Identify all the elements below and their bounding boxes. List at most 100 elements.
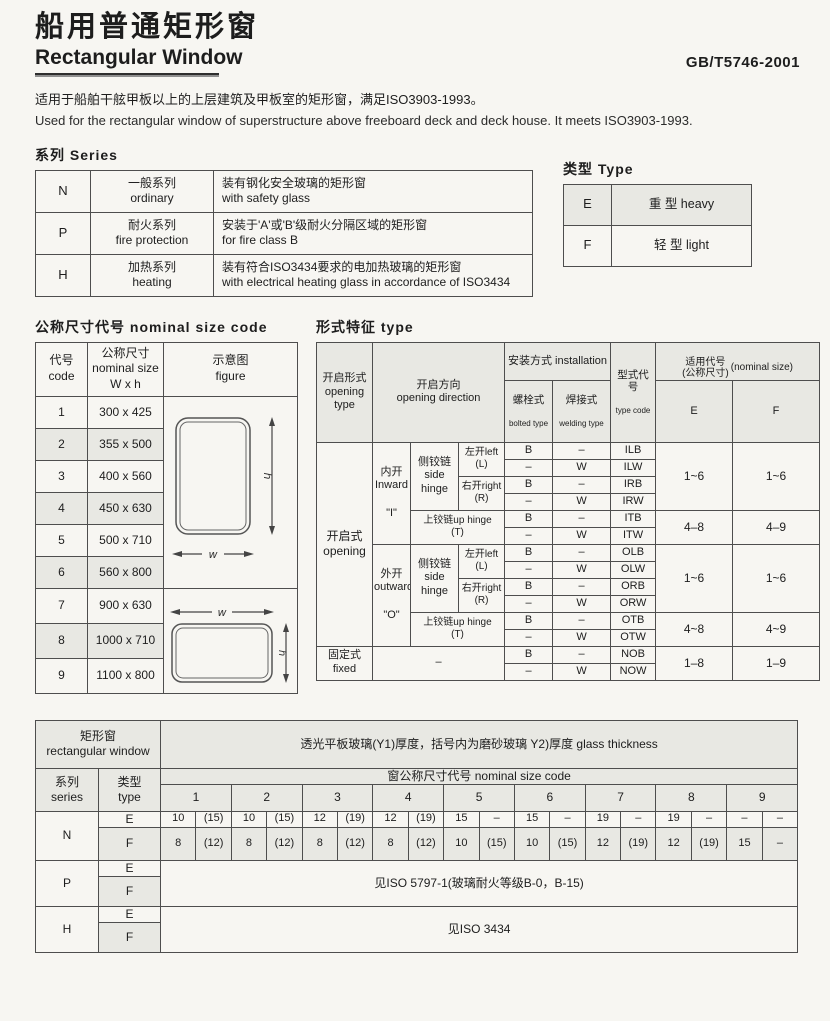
- table-row: – W ORW: [317, 594, 820, 613]
- series-code-cell: P: [35, 211, 91, 255]
- type-code-cell: ILB: [610, 441, 657, 460]
- right-open-cell: 右开right (R): [457, 577, 506, 613]
- side-hinge-cell: 侧铰链 side hinge: [410, 543, 459, 613]
- size-value-cell: 560 x 800: [87, 555, 164, 589]
- thickness-value-cell: 12: [584, 826, 622, 861]
- nominal-range-header: 适用代号 (公称尺寸) (nominal size): [655, 341, 821, 381]
- standard-number: GB/T5746-2001: [685, 54, 800, 71]
- size-value-cell: 500 x 710: [87, 523, 164, 557]
- series-name-cell: 加热系列 heating: [90, 253, 214, 297]
- size-value-cell: 1100 x 800: [87, 657, 164, 694]
- type-code-cell: NOB: [610, 645, 657, 664]
- thickness-value-cell: –: [478, 810, 515, 828]
- table-row: N 一般系列 ordinary 装有钢化安全玻璃的矩形窗 with safety…: [35, 169, 533, 213]
- type-e-cell: E: [97, 810, 162, 828]
- bolted-value-cell: B: [504, 475, 554, 494]
- size-number-header: 8: [655, 783, 728, 812]
- thickness-value-cell: 15: [726, 826, 763, 861]
- bolted-value-cell: B: [504, 441, 554, 460]
- type-col-header: 类型 type: [97, 767, 162, 812]
- thickness-value-cell: (19): [690, 826, 728, 861]
- page-title-en: Rectangular Window: [35, 45, 243, 69]
- fixed-span-cell: 固定式 fixed: [316, 645, 373, 681]
- landscape-figure-cell: w h: [163, 587, 298, 694]
- series-p-cell: P: [35, 859, 99, 907]
- welding-value-cell: –: [552, 475, 612, 494]
- thickness-value-cell: 19: [655, 810, 692, 828]
- size-value-cell: 450 x 630: [87, 491, 164, 525]
- type-e-cell: E: [97, 859, 162, 877]
- bolted-value-cell: –: [504, 560, 554, 579]
- table-header-row: 代号 code 公称尺寸 nominal size W x h 示意图 figu…: [35, 341, 298, 397]
- bolted-value-cell: B: [504, 611, 554, 630]
- bolted-value-cell: B: [504, 645, 554, 664]
- series-h-cell: H: [35, 905, 99, 953]
- series-name-cell: 耐火系列 fire protection: [90, 211, 214, 255]
- type-f-cell: F: [97, 826, 162, 861]
- bolted-value-cell: B: [504, 543, 554, 562]
- thickness-value-cell: –: [726, 810, 763, 828]
- range-e-cell: 4–8: [655, 509, 734, 545]
- size-code-cell: 4: [35, 491, 88, 525]
- bolted-value-cell: B: [504, 577, 554, 596]
- table-header-row: 螺栓式 bolted type 焊接式 welding type E F: [317, 379, 821, 443]
- nominal-range-header-zh: 适用代号 (公称尺寸): [682, 356, 729, 380]
- welding-value-cell: W: [552, 458, 612, 477]
- range-e-cell: 1–8: [655, 645, 734, 681]
- opening-direction-header: 开启方向 opening direction: [371, 341, 506, 443]
- size-code-cell: 9: [35, 657, 88, 694]
- thickness-value-cell: 15: [513, 810, 551, 828]
- size-number-header: 9: [726, 783, 799, 812]
- table-row: 2 355 x 500: [35, 427, 298, 461]
- glass-thickness-header: 透光平板玻璃(Y1)厚度，括号内为磨砂玻璃 Y2)厚度 glass thickn…: [160, 719, 799, 769]
- nominal-size-label: 公称尺寸代号 nominal size code: [35, 318, 268, 335]
- thickness-value-cell: –: [620, 810, 657, 828]
- welding-value-cell: –: [552, 577, 612, 596]
- thickness-value-cell: (19): [336, 810, 374, 828]
- type-code-cell: F: [563, 224, 612, 267]
- table-row: 开启式 opening 内开 Inward "I" 侧铰链 side hinge…: [316, 441, 821, 647]
- table-row: 1 300 x 425 h: [35, 395, 298, 589]
- welding-header: 焊接式 welding type: [552, 379, 612, 443]
- thickness-value-cell: 8: [160, 826, 197, 861]
- window-outline: [170, 622, 273, 683]
- series-desc-cell: 装有钢化安全玻璃的矩形窗 with safety glass: [213, 169, 533, 213]
- thickness-value-cell: (12): [195, 826, 232, 861]
- nominal-size-section: 公称尺寸代号 nominal size code 代号 code 公称尺寸 no…: [35, 317, 298, 694]
- intro-paragraph-zh: 适用于船舶干舷甲板以上的上层建筑及甲板室的矩形窗，满足ISO3903-1993。: [35, 91, 484, 107]
- page-header: 船用普通矩形窗 Rectangular Window GB/T5746-2001: [35, 10, 830, 77]
- table-row: 上铰链up hinge (T) B – OTB 4~8 4~9: [317, 611, 821, 647]
- thickness-value-cell: 12: [372, 810, 409, 828]
- bolted-value-cell: –: [504, 526, 554, 545]
- type-label: 类型 Type: [563, 160, 634, 177]
- table-row: H E 见ISO 3434: [35, 905, 799, 953]
- landscape-window-figure: w h: [169, 606, 289, 683]
- thickness-value-cell: 10: [443, 826, 480, 861]
- table-row: 上铰链up hinge (T) B – ITB 4–8 4–9: [317, 509, 821, 545]
- dimension-label-h: h: [276, 649, 287, 655]
- feature-section: 形式特征 type 开启形式 opening type 开启方向 opening…: [316, 317, 821, 694]
- size-code-span-header: 窗公称尺寸代号 nominal size code: [160, 767, 799, 785]
- size-value-cell: 900 x 630: [87, 587, 164, 624]
- thickness-value-cell: 19: [584, 810, 622, 828]
- thickness-value-cell: (12): [336, 826, 374, 861]
- thickness-value-cell: –: [690, 810, 728, 828]
- type-code-cell: IRW: [610, 492, 657, 511]
- type-table: E 重 型 heavy F 轻 型 light: [563, 183, 752, 267]
- table-row: 7 900 x 630 w: [35, 587, 298, 694]
- type-code-cell: ORW: [610, 594, 657, 613]
- welding-value-cell: –: [552, 543, 612, 562]
- range-f-cell: 1~6: [732, 441, 821, 511]
- size-code-header: 代号 code: [35, 341, 88, 397]
- type-code-cell: OTB: [610, 611, 657, 630]
- bolted-value-cell: –: [504, 628, 554, 647]
- series-code-cell: N: [35, 169, 91, 213]
- series-type-row: 系列 Series N 一般系列 ordinary 装有钢化安全玻璃的矩形窗 w…: [35, 145, 830, 297]
- up-hinge-cell: 上铰链up hinge (T): [409, 509, 506, 545]
- side-hinge-cell: 侧铰链 side hinge: [410, 441, 459, 511]
- size-code-cell: 7: [35, 587, 88, 624]
- series-col-header: 系列 series: [35, 767, 99, 812]
- thickness-value-cell: (15): [266, 810, 303, 828]
- dimension-label-w: w: [217, 606, 226, 619]
